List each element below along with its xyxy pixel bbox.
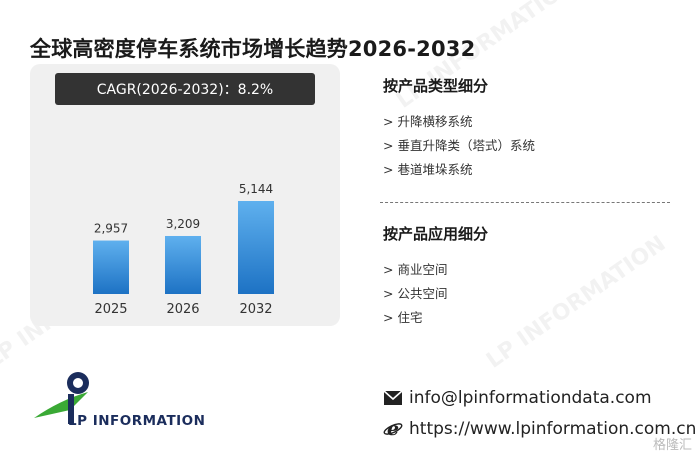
- type-segment-item: > 垂直升降类（塔式）系统: [383, 138, 535, 153]
- svg-text:e: e: [387, 419, 399, 439]
- type-segment-item: > 巷道堆垛系统: [383, 162, 473, 177]
- cagr-badge: CAGR(2026-2032)：8.2%: [55, 73, 315, 105]
- website-contact[interactable]: e https://www.lpinformation.com.cn: [383, 419, 696, 439]
- application-segment-item: > 商业空间: [383, 262, 448, 277]
- application-segment-list: > 商业空间 > 公共空间 > 住宅: [383, 258, 447, 330]
- section-divider: [380, 202, 670, 203]
- application-segment-item: > 公共空间: [383, 286, 448, 301]
- application-segment-heading: 按产品应用细分: [383, 225, 489, 243]
- lp-information-logo-icon: [34, 372, 89, 424]
- email-contact[interactable]: info@lpinformationdata.com: [383, 388, 652, 408]
- mail-icon: [383, 390, 403, 405]
- type-segment-list: > 升降横移系统 > 垂直升降类（塔式）系统 > 巷道堆垛系统: [383, 110, 535, 182]
- type-segment-item: > 升降横移系统: [383, 114, 473, 129]
- page-title: 全球高密度停车系统市场增长趋势2026-2032: [30, 37, 476, 61]
- website-text[interactable]: https://www.lpinformation.com.cn: [409, 419, 697, 439]
- logo-text: LP INFORMATION: [68, 413, 206, 429]
- type-segment-heading: 按产品类型细分: [383, 77, 489, 95]
- corner-badge: 格隆汇: [652, 438, 692, 453]
- bar-2026: [165, 235, 201, 294]
- application-segment-item: > 住宅: [383, 310, 423, 325]
- bar-2032: [238, 201, 274, 294]
- bar-value-label: 3,209: [166, 217, 200, 231]
- bar-2025: [93, 240, 129, 294]
- browser-e-icon: e: [383, 419, 403, 439]
- bar-value-label: 2,957: [94, 222, 128, 236]
- x-tick-label: 2026: [166, 302, 199, 317]
- bar-value-label: 5,144: [239, 182, 273, 196]
- x-tick-label: 2032: [239, 302, 272, 317]
- email-text[interactable]: info@lpinformationdata.com: [409, 388, 652, 408]
- x-tick-label: 2025: [94, 302, 127, 317]
